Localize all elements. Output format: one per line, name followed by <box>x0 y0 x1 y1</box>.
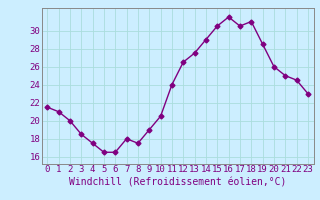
X-axis label: Windchill (Refroidissement éolien,°C): Windchill (Refroidissement éolien,°C) <box>69 177 286 187</box>
